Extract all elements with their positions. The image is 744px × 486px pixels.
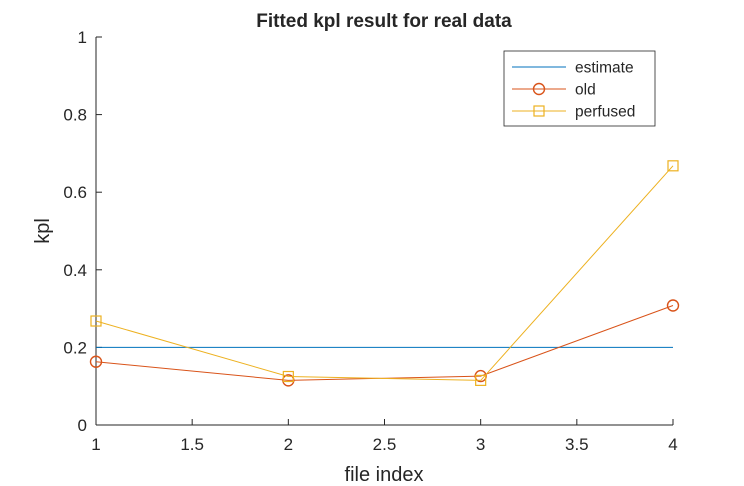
legend-label-estimate: estimate bbox=[575, 60, 634, 77]
series-line-perfused bbox=[95, 165, 674, 381]
y-axis-label: kpl bbox=[32, 218, 54, 244]
x-tick-label: 1.5 bbox=[180, 435, 204, 454]
data-point-perfused bbox=[90, 315, 102, 327]
x-tick-label: 2 bbox=[284, 435, 293, 454]
x-tick-label: 4 bbox=[668, 435, 677, 454]
x-tick-label: 1 bbox=[91, 435, 100, 454]
y-tick-label: 0.2 bbox=[63, 338, 87, 357]
data-point-old bbox=[89, 355, 103, 368]
y-tick-label: 0.6 bbox=[63, 183, 87, 202]
legend: estimate old perfused bbox=[503, 50, 656, 127]
chart-title: Fitted kpl result for real data bbox=[256, 11, 512, 32]
x-tick-label: 3.5 bbox=[565, 435, 589, 454]
data-point-perfused bbox=[475, 374, 487, 386]
x-tick-label: 3 bbox=[476, 435, 485, 454]
legend-marker-perfused bbox=[533, 105, 545, 117]
y-tick-label: 0 bbox=[78, 416, 87, 435]
x-axis-label: file index bbox=[345, 464, 424, 486]
legend-label-perfused: perfused bbox=[575, 104, 635, 121]
x-tick-label: 2.5 bbox=[373, 435, 397, 454]
y-tick-label: 0.4 bbox=[63, 261, 87, 280]
y-tick-label: 0.8 bbox=[63, 106, 87, 125]
plot-area: 1 1.5 2 2.5 3 3.5 4 0 0.2 0.4 0.6 0.8 1 estimate old pe… bbox=[63, 28, 680, 454]
series-line-old bbox=[95, 305, 674, 381]
legend-marker-old bbox=[532, 82, 546, 96]
data-point-old bbox=[666, 299, 680, 312]
data-point-perfused bbox=[282, 370, 294, 383]
legend-label-old: old bbox=[575, 82, 596, 99]
y-tick-label: 1 bbox=[78, 28, 87, 47]
data-point-perfused bbox=[667, 160, 679, 172]
